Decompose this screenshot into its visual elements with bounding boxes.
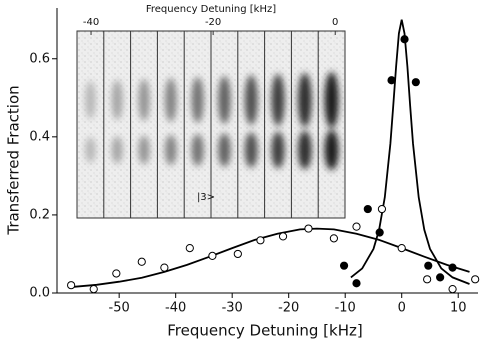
fit-curve	[73, 227, 470, 288]
fit-curve	[350, 19, 470, 285]
open-point	[352, 222, 361, 231]
x-tick-label: -20	[278, 301, 299, 316]
filled-point	[363, 204, 372, 214]
x-tick-label: 0	[398, 301, 406, 316]
atom-cloud	[244, 75, 258, 125]
inset-image: Frequency Detuning [kHz] |3>	[76, 4, 346, 219]
y-tick-label: 0.0	[29, 286, 50, 301]
atom-cloud	[165, 134, 177, 166]
atom-cloud	[85, 137, 96, 163]
filled-point	[448, 263, 457, 272]
open-point	[448, 284, 457, 294]
inset-x-label: Frequency Detuning [kHz]	[146, 4, 276, 15]
atom-cloud	[218, 133, 231, 167]
open-point	[233, 249, 242, 259]
open-point	[256, 236, 265, 245]
open-point	[185, 244, 194, 253]
atom-cloud	[298, 73, 312, 127]
x-tick-label: -50	[109, 301, 130, 316]
atom-cloud	[271, 131, 285, 169]
open-point	[329, 234, 338, 243]
y-axis-label: Transferred Fraction	[5, 85, 23, 235]
x-tick-label: -10	[335, 301, 356, 316]
filled-point	[352, 279, 361, 288]
y-tick-label: 0.6	[29, 51, 50, 66]
atom-cloud	[165, 78, 177, 122]
y-tick-label: 0.4	[29, 129, 50, 144]
open-point	[304, 224, 313, 233]
open-point	[160, 263, 169, 272]
atom-cloud	[324, 72, 339, 128]
atom-cloud	[324, 130, 339, 170]
open-point	[423, 275, 432, 284]
open-point	[137, 257, 146, 266]
filled-point	[375, 228, 384, 237]
x-axis-label: Frequency Detuning [kHz]	[167, 322, 362, 340]
filled-point	[400, 35, 409, 44]
open-point	[208, 251, 217, 261]
strip-dividers	[103, 31, 319, 218]
atom-cloud	[191, 134, 204, 166]
open-point	[112, 269, 121, 278]
x-tick-label: 10	[450, 301, 467, 316]
inset-state-label: |3>	[197, 192, 215, 203]
absorption-images	[85, 72, 339, 170]
filled-point	[436, 273, 445, 282]
x-tick-label: -40	[165, 301, 186, 316]
atom-cloud	[191, 77, 204, 123]
filled-point	[411, 78, 420, 87]
filled-point	[424, 261, 433, 270]
y-tick-label: 0.2	[29, 207, 50, 222]
atom-cloud	[244, 132, 258, 168]
open-point	[278, 232, 288, 241]
atom-cloud	[298, 130, 312, 170]
atom-cloud	[111, 136, 123, 164]
atom-cloud	[271, 74, 285, 126]
atom-cloud	[138, 135, 150, 165]
atom-cloud	[218, 76, 231, 124]
open-point	[67, 281, 76, 290]
open-point	[377, 204, 387, 214]
atom-cloud	[111, 80, 123, 120]
filled-point	[339, 261, 349, 270]
inset-tick-label: 0	[332, 17, 338, 28]
open-point	[397, 244, 406, 253]
open-point	[471, 275, 480, 284]
open-point	[89, 284, 98, 294]
inset-tick-label: -40	[83, 17, 99, 28]
atom-cloud	[85, 81, 96, 119]
atom-cloud	[138, 79, 150, 121]
x-tick-label: -30	[222, 301, 243, 316]
filled-point	[387, 76, 396, 85]
inset-tick-label: -20	[205, 17, 221, 28]
